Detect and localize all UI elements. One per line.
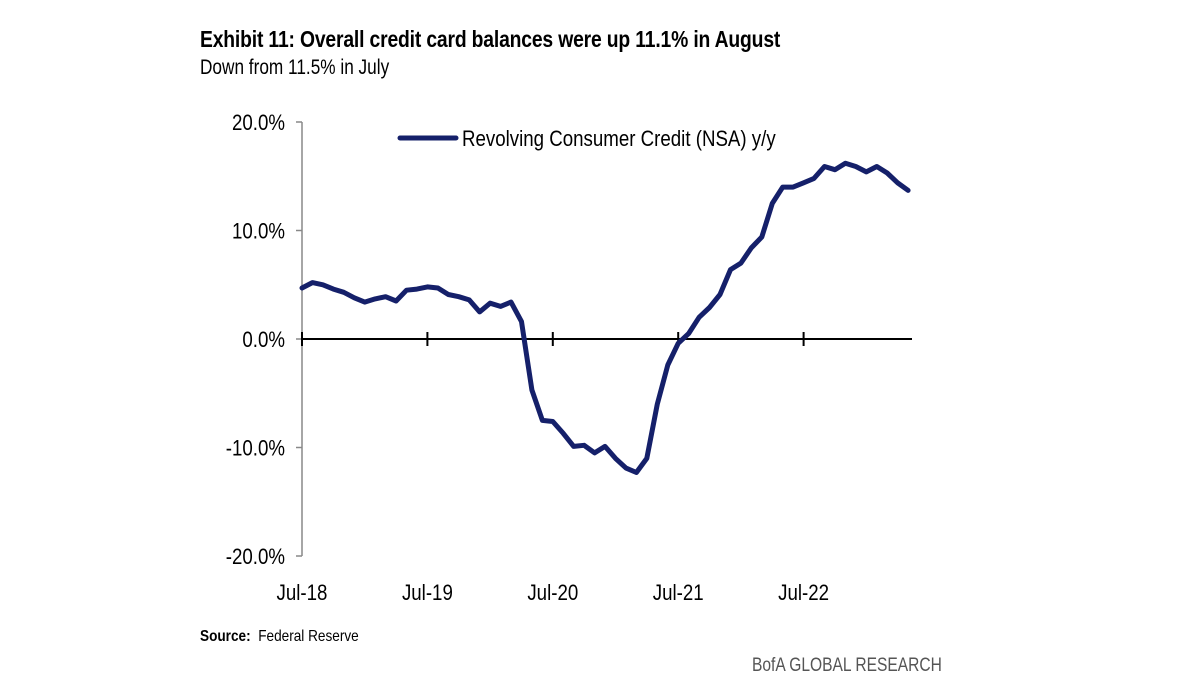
source-text: Federal Reserve [258,628,359,645]
source-note: Source: Federal Reserve [200,628,359,646]
y-tick-label: 10.0% [232,220,285,244]
chart-title: Exhibit 11: Overall credit card balances… [200,26,781,52]
x-tick-label: Jul-20 [527,582,578,606]
x-tick-label: Jul-22 [778,582,829,606]
source-label: Source: [200,628,251,645]
legend-label: Revolving Consumer Credit (NSA) y/y [462,128,776,152]
x-tick-label: Jul-21 [653,582,704,606]
brand-footer: BofA GLOBAL RESEARCH [752,655,942,676]
y-tick-label: -20.0% [226,546,285,570]
legend: Revolving Consumer Credit (NSA) y/y [397,128,776,152]
series-line [299,160,911,475]
y-tick-label: 0.0% [242,329,285,353]
x-tick-label: Jul-19 [402,582,453,606]
y-tick-label: -10.0% [226,437,285,461]
x-tick-label: Jul-18 [277,582,328,606]
chart-subtitle: Down from 11.5% in July [200,56,390,79]
y-tick-label: 20.0% [232,112,285,136]
